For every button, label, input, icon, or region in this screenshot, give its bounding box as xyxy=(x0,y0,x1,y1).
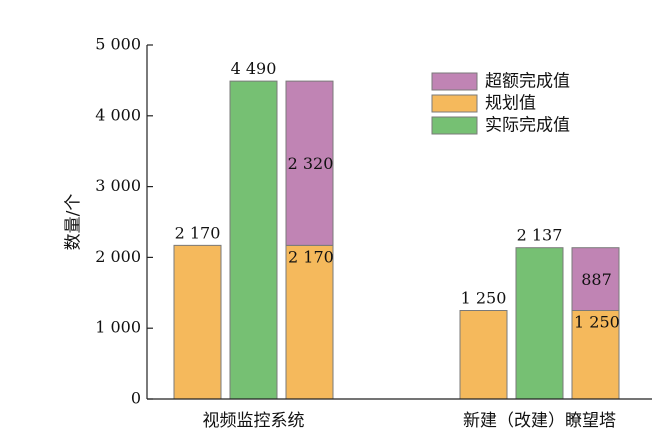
category-labels-group: 视频监控系统 新建（改建）瞭望塔 xyxy=(203,411,617,431)
y-tick-label: 4 000 xyxy=(95,105,141,124)
bar-actual xyxy=(515,247,564,400)
category-label: 视频监控系统 xyxy=(203,411,305,431)
bar-actual xyxy=(229,80,278,400)
legend-swatch xyxy=(431,116,478,135)
bar-planned xyxy=(459,310,508,400)
bar-planned xyxy=(173,244,222,400)
axes-group xyxy=(146,45,652,400)
y-tick-label: 2 000 xyxy=(95,247,141,266)
data-label: 2 137 xyxy=(517,226,563,245)
bars-group xyxy=(173,80,620,400)
data-label: 1 250 xyxy=(461,289,507,308)
y-ticks-group: 0 1 000 2 000 3 000 4 000 5 000 xyxy=(95,35,153,408)
bar-stacked-excess xyxy=(285,80,334,246)
legend-label: 实际完成值 xyxy=(485,116,570,136)
data-label: 1 250 xyxy=(574,313,620,332)
data-label: 2 170 xyxy=(175,223,221,242)
legend-label: 超额完成值 xyxy=(485,72,570,92)
category-label: 新建（改建）瞭望塔 xyxy=(463,411,616,431)
y-axis-label: 数量/个 xyxy=(64,194,84,251)
data-label: 887 xyxy=(581,270,612,289)
bar-stacked-excess xyxy=(571,247,620,311)
y-tick-label: 3 000 xyxy=(95,176,141,195)
data-label: 2 320 xyxy=(288,154,334,173)
y-tick-label: 0 xyxy=(131,389,141,408)
y-tick-label: 5 000 xyxy=(95,35,141,54)
data-label: 2 170 xyxy=(288,247,334,266)
legend-swatch xyxy=(431,94,478,113)
bar-stacked-planned xyxy=(285,244,334,400)
data-labels-group: 2 170 4 490 2 170 2 320 1 250 2 137 1 250 887 xyxy=(175,59,620,331)
legend-label: 规划值 xyxy=(485,94,536,114)
data-label: 4 490 xyxy=(231,59,277,78)
legend-swatch xyxy=(431,72,478,91)
y-tick-label: 1 000 xyxy=(95,318,141,337)
